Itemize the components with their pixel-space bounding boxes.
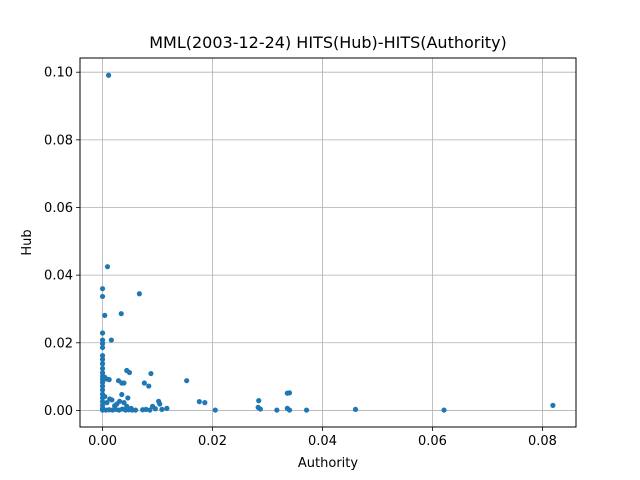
data-point	[157, 401, 163, 407]
data-point	[441, 407, 447, 413]
data-point	[104, 264, 111, 270]
data-point	[286, 407, 293, 413]
data-point	[99, 387, 106, 393]
data-point	[184, 378, 190, 384]
y-tick-label: 0.04	[44, 269, 73, 284]
data-point	[99, 353, 106, 359]
data-point	[128, 405, 134, 411]
x-axis-ticks: 0.00 0.02 0.04 0.06 0.08	[88, 427, 557, 449]
data-point	[303, 407, 310, 413]
data-point	[202, 400, 208, 406]
y-axis-ticks: 0.00 0.02 0.04 0.06 0.08 0.10	[44, 66, 80, 419]
data-point	[99, 330, 106, 336]
data-point	[102, 393, 108, 400]
data-point	[141, 380, 147, 386]
data-point	[274, 407, 280, 413]
data-point	[124, 403, 130, 409]
data-point	[99, 361, 106, 367]
data-point	[352, 406, 359, 413]
data-point	[550, 402, 556, 408]
data-point	[143, 406, 149, 413]
y-tick-label: 0.10	[44, 66, 73, 81]
data-point	[99, 356, 106, 362]
data-point	[257, 406, 263, 412]
data-point	[99, 365, 106, 372]
y-tick-label: 0.08	[44, 133, 73, 148]
data-point	[196, 399, 202, 405]
data-point	[104, 400, 110, 406]
data-point	[159, 406, 165, 413]
data-point	[109, 397, 115, 403]
data-point	[146, 383, 152, 389]
x-tick-label: 0.02	[198, 434, 227, 449]
data-point	[286, 390, 293, 396]
data-point	[99, 340, 106, 347]
data-point	[99, 286, 106, 292]
data-point	[118, 311, 124, 317]
data-point	[99, 383, 106, 389]
data-point	[99, 379, 106, 385]
plot-frame	[79, 57, 577, 428]
data-point	[132, 407, 139, 413]
y-tick-label: 0.02	[44, 336, 73, 351]
data-point	[121, 380, 127, 386]
data-point	[125, 395, 131, 401]
data-point	[121, 400, 127, 406]
data-point	[147, 407, 153, 413]
data-point	[126, 369, 133, 376]
data-point	[102, 312, 108, 318]
data-points	[99, 72, 556, 413]
grid	[80, 58, 576, 427]
x-tick-label: 0.00	[88, 434, 117, 449]
data-point	[212, 407, 218, 413]
data-point	[116, 398, 123, 404]
data-point	[152, 406, 158, 412]
data-point	[105, 72, 112, 78]
y-tick-label: 0.06	[44, 201, 73, 216]
x-tick-label: 0.06	[418, 434, 447, 449]
data-point	[99, 399, 106, 405]
data-point	[148, 370, 154, 377]
data-point	[256, 398, 262, 404]
x-axis-label: Authority	[298, 456, 358, 471]
data-point	[108, 337, 114, 343]
data-point	[106, 377, 112, 383]
y-axis-label: Hub	[20, 229, 35, 255]
y-tick-label: 0.00	[44, 404, 73, 419]
data-point	[136, 291, 142, 297]
x-tick-label: 0.08	[528, 434, 557, 449]
data-point	[99, 344, 106, 351]
chart-title: MML(2003-12-24) HITS(Hub)-HITS(Authority…	[149, 33, 507, 52]
data-point	[164, 405, 170, 411]
x-tick-label: 0.04	[308, 434, 337, 449]
data-point	[99, 293, 106, 300]
data-point	[119, 391, 125, 398]
